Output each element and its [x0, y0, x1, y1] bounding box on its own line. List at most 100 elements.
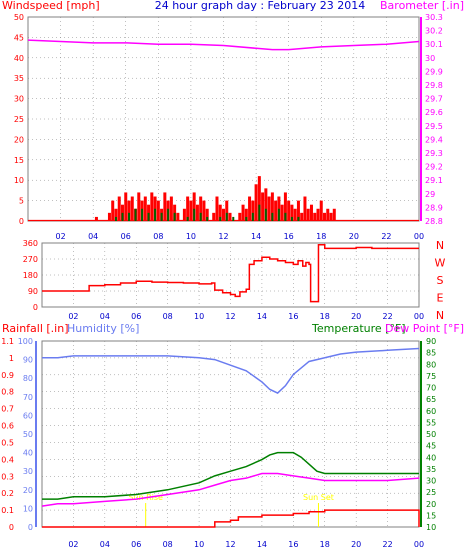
x-tick-label: 20	[351, 312, 361, 321]
wind-gust-bar	[313, 212, 317, 221]
wind-gust-bar	[212, 212, 216, 221]
wind-gust-bar	[274, 200, 278, 221]
y-right-tick: 28.9	[425, 203, 443, 212]
temperature-tick: 35	[426, 465, 436, 474]
wind-gust-bar	[114, 208, 118, 221]
y-tick: 0	[33, 303, 38, 312]
compass-letter: E	[437, 292, 444, 305]
wind-avg-bar	[271, 212, 274, 221]
wind-gust-bar	[150, 192, 154, 221]
humidity-tick: 90	[23, 356, 33, 365]
wind-avg-bar	[114, 216, 117, 221]
x-tick-label: 00	[414, 540, 424, 549]
wind-gust-bar	[107, 212, 111, 221]
wind-gust-bar	[176, 212, 180, 221]
wind-gust-bar	[215, 196, 219, 221]
wind-gust-bar	[257, 176, 261, 221]
wind-avg-bar	[186, 216, 189, 221]
wind-gust-bar	[332, 208, 336, 221]
x-tick-label: 10	[194, 540, 204, 549]
temperature-tick: 55	[426, 418, 436, 427]
wind-gust-bar	[300, 212, 304, 221]
humidity-tick: 10	[23, 504, 33, 513]
x-tick-label: 18	[320, 312, 330, 321]
x-tick-label: 02	[68, 312, 78, 321]
x-tick-label: 02	[68, 540, 78, 549]
wind-avg-bar	[225, 212, 228, 221]
y-right-tick: 30.3	[425, 13, 443, 22]
humidity-tick: 100	[18, 337, 33, 346]
x-tick-label: 08	[153, 232, 163, 241]
wind-gust-bar	[94, 216, 98, 221]
wind-gust-bar	[195, 204, 199, 221]
wind-gust-bar	[222, 208, 225, 221]
wind-gust-bar	[287, 200, 291, 221]
wind-gust-bar	[111, 200, 115, 221]
temperature-tick: 90	[426, 337, 436, 346]
wind-gust-bar	[296, 200, 300, 221]
wind-avg-bar	[193, 208, 196, 221]
y-left-tick: 20	[14, 135, 24, 144]
x-tick-label: 14	[251, 232, 261, 241]
y-right-tick: 29.5	[425, 122, 443, 131]
wind-gust-bar	[143, 196, 147, 221]
compass-letter: W	[435, 257, 446, 270]
y-tick: 360	[23, 239, 38, 248]
x-tick-label: 18	[320, 540, 330, 549]
rain-tick: 0.4	[1, 455, 14, 464]
wind-gust-bar	[254, 184, 258, 221]
temperature-tick: 75	[426, 372, 436, 381]
rain-humidity-temperature-chart: Rainfall [.in] Humidity [%] Temperature …	[1, 322, 464, 549]
temperature-tick: 10	[426, 523, 436, 532]
wind-avg-bar	[251, 212, 254, 221]
x-tick-label: 06	[121, 232, 131, 241]
wind-avg-bar	[147, 212, 150, 221]
temperature-tick: 45	[426, 442, 436, 451]
wind-avg-bar	[167, 208, 170, 221]
temperature-tick: 30	[426, 477, 436, 486]
compass-letter: N	[436, 309, 444, 322]
rain-tick: 1	[9, 354, 14, 363]
x-tick-label: 22	[381, 232, 391, 241]
y-tick: 270	[23, 255, 38, 264]
x-tick-label: 08	[163, 540, 173, 549]
y-tick: 90	[28, 287, 38, 296]
wind-gust-bar	[329, 212, 333, 221]
rain-tick: 0.5	[1, 438, 14, 447]
direction-line	[42, 244, 419, 303]
y-right-tick: 29.1	[425, 176, 443, 185]
wind-avg-bar	[160, 212, 163, 221]
wind-avg-bar	[277, 208, 280, 221]
humidity-tick: 30	[23, 467, 33, 476]
rain-tick: 0.3	[1, 472, 14, 481]
wind-gust-bar	[117, 196, 121, 221]
dewpoint-label: Dew Point [°F]	[385, 322, 464, 335]
wind-gust-bar	[267, 196, 271, 221]
y-left-tick: 35	[14, 74, 24, 83]
y-right-tick: 29	[425, 190, 435, 199]
wind-gust-bar	[137, 192, 141, 221]
wind-avg-bar	[141, 208, 144, 221]
temperature-label: Temperature [°F]	[311, 322, 406, 335]
y-left-tick: 50	[14, 13, 24, 22]
y-right-tick: 29.9	[425, 67, 443, 76]
sun-label: Sun Set	[303, 493, 334, 502]
humidity-tick: 20	[23, 486, 33, 495]
wind-gust-bar	[228, 212, 232, 221]
wind-avg-bar	[173, 212, 176, 221]
x-tick-label: 16	[288, 312, 298, 321]
y-right-tick: 29.4	[425, 135, 443, 144]
y-right-tick: 29.6	[425, 108, 443, 117]
y-left-tick: 10	[14, 176, 24, 185]
y-left-tick: 0	[19, 217, 24, 226]
wind-gust-bar	[218, 204, 222, 221]
wind-avg-bar	[206, 216, 209, 221]
rain-tick: 0.7	[1, 405, 14, 414]
humidity-tick: 60	[23, 411, 33, 420]
wind-avg-bar	[121, 212, 124, 221]
wind-avg-bar	[297, 216, 300, 221]
wind-gust-bar	[169, 196, 173, 221]
y-left-label: Windspeed [mph]	[2, 0, 100, 12]
